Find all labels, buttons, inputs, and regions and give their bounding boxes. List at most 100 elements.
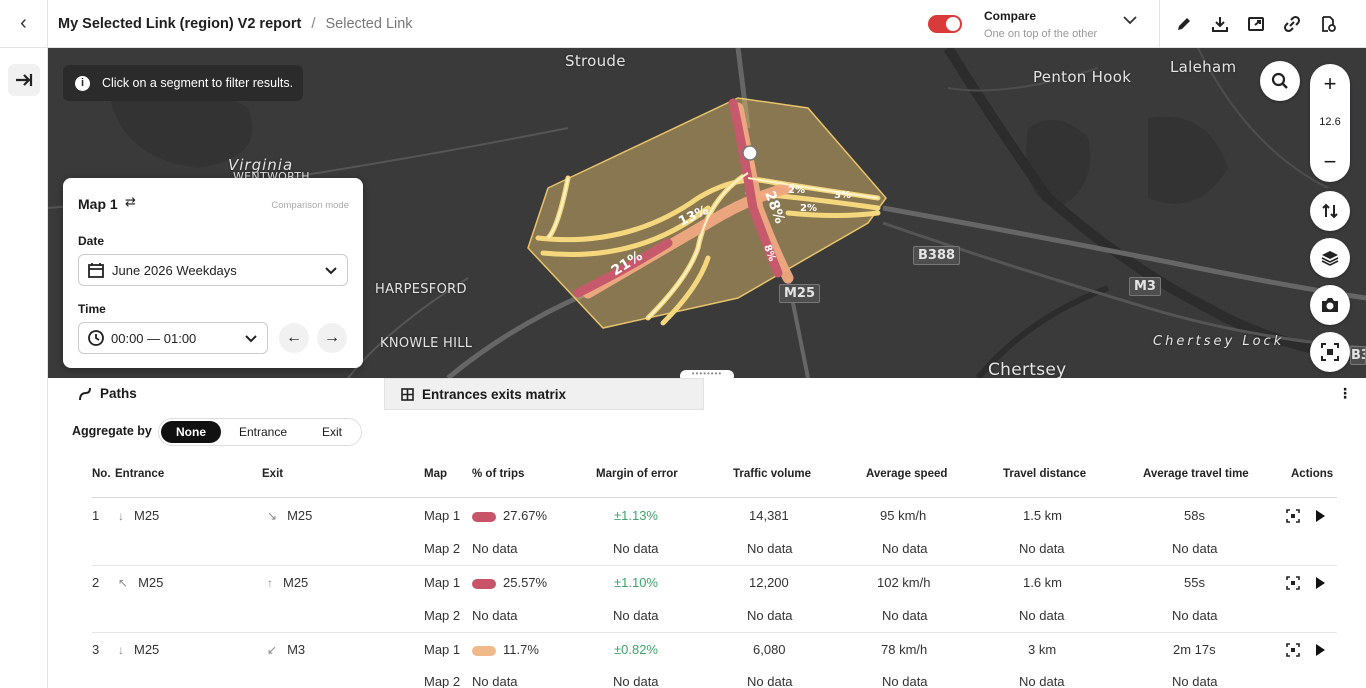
aggregate-segmented-control: None Entrance Exit [158,418,362,446]
map-name: Map 2 [424,608,461,623]
aggregate-option-exit[interactable]: Exit [321,425,342,439]
entrance-value: M25 [138,575,164,590]
layers-button[interactable] [1310,238,1350,278]
segment-label[interactable]: 8% [761,243,777,263]
date-select[interactable]: June 2026 Weekdays [78,254,348,286]
report-settings-icon[interactable] [1316,12,1340,36]
column-header-margin-of-error: Margin of error [596,468,678,480]
row-number: 1 [92,508,100,523]
travel-distance-value: 1.5 km [1023,508,1063,523]
zoom-out-button[interactable]: − [1323,149,1337,174]
row-divider [92,632,1337,633]
place-label: Chertsey [988,360,1067,378]
tab-paths[interactable]: Paths [78,386,137,401]
zoom-control: + 12.6 − [1310,64,1350,182]
map-view[interactable]: 21% 13% 28% 2% 3% 2% 8% Stroude Penton H… [48,48,1366,378]
toolbar-divider [1159,0,1160,48]
play-icon[interactable] [1314,509,1326,526]
top-bar: ‹ My Selected Link (region) V2 report / … [0,0,1366,48]
column-header-average-speed: Average speed [866,468,948,480]
chevron-down-icon [245,335,257,343]
breadcrumb-separator: / [311,15,316,32]
travel-distance-value: 1.6 km [1023,575,1063,590]
date-label: Date [78,234,105,248]
expand-sidebar-button[interactable] [8,64,40,96]
segment-label[interactable]: 3% [834,190,851,201]
trips-pill [472,645,496,656]
map-name: Map 1 [424,642,461,657]
map-name: Map 1 [424,575,461,590]
travel-distance-value: No data [1019,674,1065,688]
column-header-traffic-volume: Traffic volume [733,468,811,480]
tab-entrances-exits-matrix[interactable]: Entrances exits matrix [384,378,704,410]
column-header-exit: Exit [262,468,284,480]
comparison-mode-label: Comparison mode [271,200,349,211]
play-icon[interactable] [1314,643,1326,660]
next-time-button[interactable]: → [317,323,347,353]
screenshot-button[interactable] [1310,285,1350,325]
travel-distance-value: No data [1019,608,1065,623]
edit-icon[interactable] [1172,12,1196,36]
exit-value: M25 [287,508,313,523]
margin-of-error-value: ±1.10% [614,575,658,590]
map-settings-panel: Map 1 ⇄ Comparison mode Date June 2026 W… [63,178,363,368]
focus-row-icon[interactable] [1286,643,1300,660]
map-info-tooltip: i Click on a segment to filter results. [63,65,304,101]
traffic-volume-value: 12,200 [749,575,789,590]
map-search-button[interactable] [1260,61,1300,101]
column-header-no: No. [92,468,111,480]
margin-of-error-value: No data [613,674,659,688]
download-icon[interactable] [1208,12,1232,36]
average-speed-value: 102 km/h [877,575,931,590]
focus-icon [1321,343,1339,361]
map-name: Map 2 [424,541,461,556]
traffic-volume-value: 14,381 [749,508,789,523]
toolbar [1172,12,1340,36]
zoom-level: 12.6 [1319,116,1341,128]
link-icon[interactable] [1280,12,1304,36]
map-name: Map 1 [424,508,461,523]
trips-pill [472,511,496,522]
time-select[interactable]: 00:00 — 01:00 [78,322,268,354]
compare-mode: One on top of the other [984,28,1098,40]
compare-dropdown-chevron-icon[interactable] [1122,12,1138,33]
row-number: 3 [92,642,100,657]
back-button[interactable]: ‹ [0,0,48,48]
trips-value: No data [472,608,518,623]
breadcrumb-current: Selected Link [325,15,413,32]
compare-toggle[interactable] [928,15,962,33]
results-tabs: Paths Entrances exits matrix ⋮ [48,378,1366,412]
traffic-volume-value: No data [747,674,793,688]
margin-of-error-value: ±1.13% [614,508,658,523]
entrance-direction-icon: ↓ [118,509,124,523]
tooltip-text: Click on a segment to filter results. [102,76,294,90]
average-travel-time-value: No data [1172,674,1218,688]
search-icon [1271,72,1288,89]
aggregate-option-none[interactable]: None [161,421,221,443]
trips-pill [472,578,496,589]
play-icon[interactable] [1314,576,1326,593]
column-header-map: Map [424,468,447,480]
trips-value: No data [472,541,518,556]
sort-toggle-button[interactable] [1310,191,1350,231]
segment-label[interactable]: 2% [788,185,805,196]
previous-time-button[interactable]: ← [279,323,309,353]
grid-icon [401,387,414,401]
resize-handle[interactable]: •••••••• [680,370,734,378]
share-icon[interactable] [1244,12,1268,36]
swap-icon[interactable]: ⇄ [125,194,136,209]
place-label: Stroude [565,52,626,70]
camera-icon [1322,298,1338,312]
average-travel-time-value: 55s [1184,575,1205,590]
zoom-in-button[interactable]: + [1323,71,1337,96]
tab-label: Paths [100,386,137,401]
segment-label[interactable]: 2% [800,203,817,214]
aggregate-option-entrance[interactable]: Entrance [238,425,288,439]
layers-icon [1321,251,1339,266]
more-options-icon[interactable]: ⋮ [1338,385,1352,401]
focus-row-icon[interactable] [1286,576,1300,593]
fit-bounds-button[interactable] [1310,332,1350,372]
focus-row-icon[interactable] [1286,509,1300,526]
entrance-direction-icon: ↖ [118,576,129,590]
margin-of-error-value: No data [613,608,659,623]
